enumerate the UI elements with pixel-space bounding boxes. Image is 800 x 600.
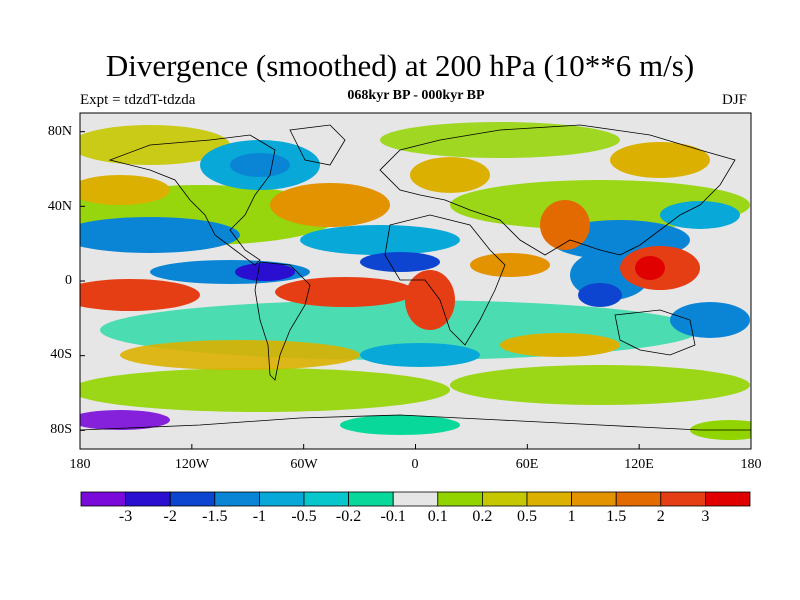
colorbar-label: -0.2 [335,508,362,525]
y-tick-40n: 40N [47,199,72,214]
colorbar-label: 1 [567,508,576,525]
y-tick-80n: 80N [47,124,72,139]
map-subtitle: 068kyr BP - 000kyr BP [347,88,485,103]
coastlines [80,124,751,431]
colorbar-label: -0.1 [380,508,406,525]
colorbar-label: -1.5 [202,508,228,525]
colorbar-swatch [348,491,394,507]
colorbar-swatch [80,491,126,507]
colorbar-swatch [169,491,216,507]
y-tick-80s: 80S [50,422,72,437]
colorbar-label: 0.2 [472,508,493,525]
y-tick-40s: 40S [50,347,72,362]
experiment-label: Expt = tdzdT-tdzda [80,92,196,108]
colorbar-label: -2 [163,508,177,525]
colorbar-swatch [526,491,572,507]
colorbar-swatch [214,491,260,507]
colorbar-swatch [615,491,662,507]
colorbar-label: -0.5 [291,508,317,525]
colorbar-label: 3 [701,508,710,525]
colorbar-swatch [705,491,751,507]
colorbar-label: -1 [252,508,267,525]
colorbar-swatch [392,491,439,507]
x-tick-120w: 120W [174,457,210,472]
colorbar-label: -3 [118,508,133,525]
colorbar-label: 0.1 [427,508,448,525]
colorbar-swatch [125,491,171,507]
x-tick-180w: 180 [69,457,91,472]
x-tick-180e: 180 [740,457,762,472]
x-tick-60w: 60W [290,457,318,472]
colorbar-swatch [303,491,349,507]
x-tick-60e: 60E [515,457,539,472]
colorbar-swatch [258,491,305,507]
x-tick-0: 0 [411,457,419,472]
colorbar-label: 2 [656,508,665,525]
colorbar-label: 0.5 [517,508,537,525]
colorbar-swatch [481,491,528,507]
map-title: Divergence (smoothed) at 200 hPa (10**6 … [105,48,695,83]
y-tick-0: 0 [65,273,72,288]
colorbar-label: 1.5 [606,508,627,525]
season-label: DJF [722,92,748,108]
x-tick-120e: 120E [624,457,654,472]
divergence-field [80,122,751,440]
colorbar-swatch [660,491,706,507]
colorbar-swatch [571,491,617,507]
map-ticks [79,131,752,449]
colorbar-swatch [437,491,483,507]
